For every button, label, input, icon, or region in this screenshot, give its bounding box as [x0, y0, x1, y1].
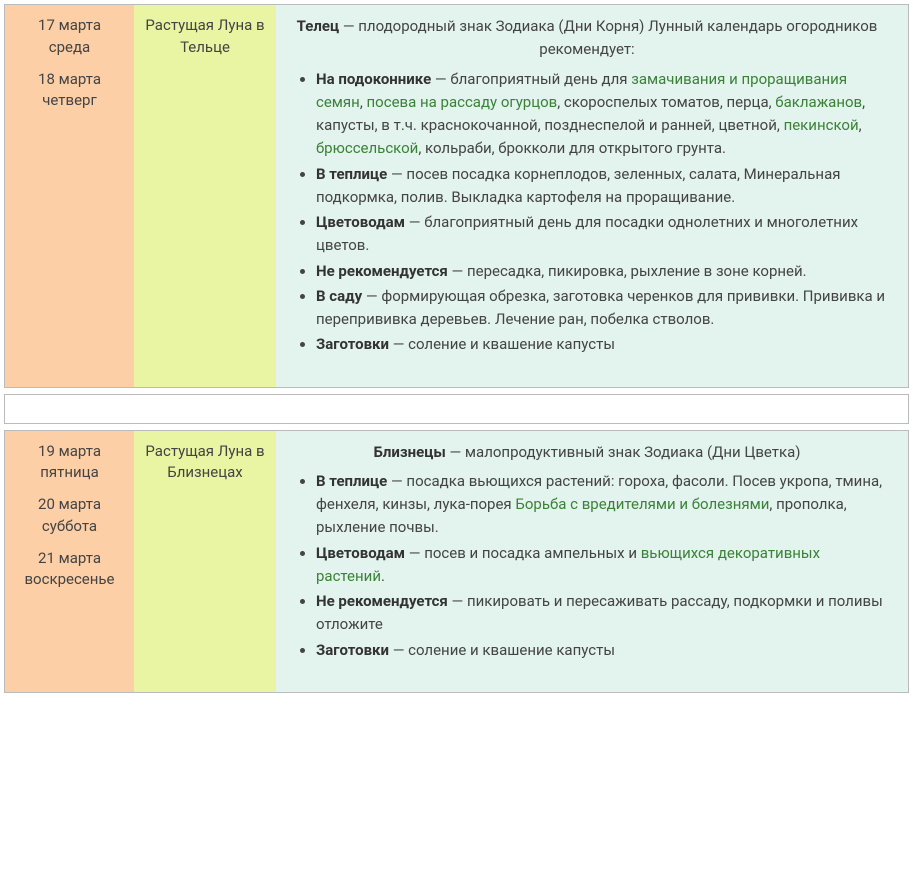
recommendation-text: , [360, 93, 367, 111]
recommendation-text: . [381, 567, 385, 585]
recommendation-item: В теплице — посадка вьющихся растений: г… [316, 470, 890, 540]
zodiac-heading: Телец — плодородный знак Зодиака (Дни Ко… [284, 15, 890, 62]
zodiac-heading: Близнецы — малопродуктивный знак Зодиака… [284, 441, 890, 464]
recommendation-text: , [859, 116, 862, 134]
recommendation-label: Не рекомендуется [316, 262, 448, 280]
date-item: 18 мартачетверг [13, 69, 126, 113]
recommendation-text: , скороспелых томатов, перца, [557, 93, 775, 111]
inline-link[interactable]: баклажанов [775, 93, 862, 111]
inline-link[interactable]: пекинской [784, 116, 859, 134]
dates-column: 19 мартапятница 20 мартасуббота 21 мартаво… [5, 431, 134, 692]
recommendation-text: — соление и квашение капусты [389, 641, 615, 659]
date-item: 21 мартавоскресенье [13, 548, 126, 592]
recommendation-item: Не рекомендуется — пикировать и пересажи… [316, 590, 890, 637]
recommendation-item: На подоконнике — благоприятный день для … [316, 68, 890, 161]
date-item: 17 мартасреда [13, 15, 126, 59]
weekday-text: пятница [13, 462, 126, 484]
moon-phase-text: Растущая Луна в Тельце [145, 16, 264, 56]
inline-link[interactable]: посева на рассаду огурцов [367, 93, 558, 111]
moon-column: Растущая Луна в Тельце [134, 5, 276, 387]
date-item: 19 мартапятница [13, 441, 126, 485]
recommendation-item: В теплице — посев посадка корнеплодов, з… [316, 163, 890, 210]
recommendation-item: Заготовки — соление и квашение капусты [316, 639, 890, 662]
recommendation-item: Не рекомендуется — пересадка, пикировка,… [316, 260, 890, 283]
recommendation-text: — посев и посадка ампельных и [405, 544, 641, 562]
calendar-block: 19 мартапятница 20 мартасуббота 21 мартаво… [4, 430, 909, 693]
weekday-text: суббота [13, 516, 126, 538]
date-text: 17 марта [13, 15, 126, 37]
recommendation-text: — благоприятный день для [431, 70, 631, 88]
recommendation-label: Цветоводам [316, 213, 405, 231]
recommendation-label: В теплице [316, 165, 387, 183]
recommendation-item: Цветоводам — посев и посадка ампельных и… [316, 542, 890, 589]
weekday-text: воскресенье [13, 569, 126, 591]
recommendation-label: Заготовки [316, 641, 389, 659]
weekday-text: среда [13, 37, 126, 59]
date-text: 19 марта [13, 441, 126, 463]
recommendation-item: Заготовки — соление и квашение капусты [316, 333, 890, 356]
recommendation-label: Цветоводам [316, 544, 405, 562]
date-text: 18 марта [13, 69, 126, 91]
date-text: 20 марта [13, 494, 126, 516]
recommendation-label: В саду [316, 287, 362, 305]
recommendation-text: — формирующая обрезка, заготовка черенко… [316, 287, 885, 328]
recommendation-label: На подоконнике [316, 70, 431, 88]
inline-link[interactable]: Борьба с вредителями и болезнями [515, 495, 769, 513]
recommendations-list: В теплице — посадка вьющихся растений: г… [284, 470, 890, 662]
recommendation-label: В теплице [316, 472, 387, 490]
date-item: 20 мартасуббота [13, 494, 126, 538]
dates-column: 17 мартасреда 18 мартачетверг [5, 5, 134, 387]
recommendation-label: Не рекомендуется [316, 592, 448, 610]
moon-phase-text: Растущая Луна в Близнецах [145, 442, 264, 482]
recommendations-column: Близнецы — малопродуктивный знак Зодиака… [276, 431, 908, 692]
recommendation-text: — соление и квашение капусты [389, 335, 615, 353]
recommendation-item: Цветоводам — благоприятный день для поса… [316, 211, 890, 258]
zodiac-sign-desc: — малопродуктивный знак Зодиака (Дни Цве… [446, 443, 801, 461]
date-text: 21 марта [13, 548, 126, 570]
zodiac-sign-desc: — плодородный знак Зодиака (Дни Корня) Л… [339, 17, 877, 58]
recommendation-label: Заготовки [316, 335, 389, 353]
moon-column: Растущая Луна в Близнецах [134, 431, 276, 692]
calendar-block: 17 мартасреда 18 мартачетверг Растущая Лун… [4, 4, 909, 388]
zodiac-sign-name: Телец [297, 17, 339, 35]
recommendations-list: На подоконнике — благоприятный день для … [284, 68, 890, 357]
recommendation-item: В саду — формирующая обрезка, заготовка … [316, 285, 890, 332]
recommendation-text: — пересадка, пикировка, рыхление в зоне … [448, 262, 807, 280]
zodiac-sign-name: Близнецы [373, 443, 445, 461]
spacer-row [4, 394, 909, 424]
recommendation-text: — посев посадка корнеплодов, зеленных, с… [316, 165, 840, 206]
recommendations-column: Телец — плодородный знак Зодиака (Дни Ко… [276, 5, 908, 387]
weekday-text: четверг [13, 90, 126, 112]
inline-link[interactable]: брюссельской [316, 139, 418, 157]
recommendation-text: , кольраби, брокколи для открытого грунт… [418, 139, 726, 157]
